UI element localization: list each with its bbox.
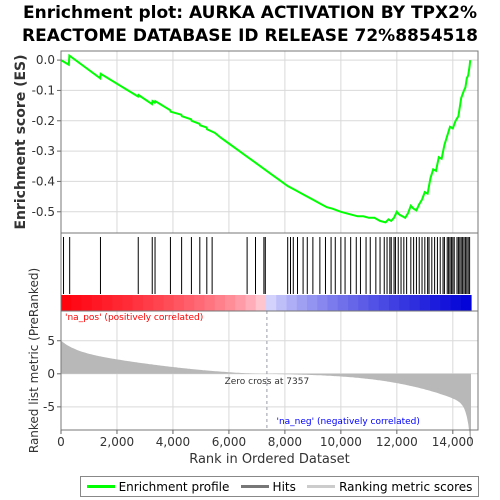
es-ytick-label: -0.4: [32, 174, 55, 188]
heatmap-segment: [71, 295, 83, 311]
heatmap-segment: [245, 295, 257, 311]
hits-panel: [60, 232, 479, 312]
heatmap-segment: [81, 295, 93, 311]
legend-swatch-enrichment-profile: [86, 485, 115, 488]
heatmap-segment: [276, 295, 288, 311]
heatmap-segment: [204, 295, 216, 311]
heatmap-segment: [337, 295, 349, 311]
heatmap-segment: [327, 295, 339, 311]
ranking-metric-panel: 5 0 -5 Zero cross at 7357 'na_pos' (positive…: [27, 268, 479, 453]
heatmap-segment: [348, 295, 359, 311]
heatmap-segment: [255, 295, 267, 311]
x-tick-label: 6,000: [212, 435, 246, 449]
es-ylabel: Enrichment score (ES): [13, 54, 29, 229]
legend-item-hits: Hits: [240, 479, 296, 494]
chart-title-line-2: REACTOME DATABASE ID RELEASE 72%8854518: [21, 26, 479, 46]
rank-ytick-label: -5: [43, 400, 55, 414]
x-tick-label: 12,000: [376, 435, 418, 449]
heatmap-segment: [235, 295, 247, 311]
x-axis-label: Rank in Ordered Dataset: [189, 452, 350, 467]
heatmap-segment: [430, 295, 441, 311]
rank-plot-frame: [60, 310, 479, 431]
es-ytick-label: -0.3: [32, 144, 55, 158]
heatmap-segment: [91, 295, 103, 311]
legend-swatch-ranking-metric: [307, 485, 336, 488]
heatmap-segment: [214, 295, 226, 311]
es-profile-line: [60, 53, 472, 224]
x-tick-label: 4,000: [156, 435, 190, 449]
legend: Enrichment profile Hits Ranking metric s…: [80, 476, 479, 497]
neg-correlated-label: 'na_neg' (negatively correlated): [276, 417, 419, 427]
rank-ytick-label: 0: [47, 367, 55, 381]
heatmap-segment: [132, 295, 144, 311]
heatmap-segment: [173, 295, 185, 311]
legend-item-ranking-metric: Ranking metric scores: [307, 480, 472, 494]
es-ytick-label: -0.2: [32, 114, 55, 128]
heatmap-segment: [112, 295, 124, 311]
heatmap-segment: [378, 295, 390, 311]
heatmap-segment: [399, 295, 411, 311]
rank-ytick-label: 5: [47, 334, 55, 348]
x-tick-label: 2,000: [100, 435, 134, 449]
x-tick-label: 8,000: [268, 435, 302, 449]
legend-label-enrichment-profile: Enrichment profile: [118, 479, 230, 494]
rank-ylabel: Ranked list metric (PreRanked): [27, 268, 41, 453]
es-ytick-label: -0.5: [32, 205, 55, 219]
heatmap-segment: [389, 295, 400, 311]
x-tick-label: 14,000: [432, 435, 474, 449]
heatmap-segment: [194, 295, 206, 311]
heatmap-segment: [286, 295, 298, 311]
es-plot-area: [61, 51, 478, 233]
heatmap-segment: [368, 295, 380, 311]
heatmap-segment: [450, 295, 462, 311]
legend-label-hits: Hits: [272, 479, 296, 494]
heatmap-segment: [409, 295, 421, 311]
heatmap-segment: [153, 295, 165, 311]
heatmap-segment: [296, 295, 308, 311]
heatmap-segment: [225, 295, 236, 311]
heatmap-segment: [143, 295, 154, 311]
heatmap-segment: [102, 295, 113, 311]
es-ytick-label: 0.0: [36, 53, 55, 67]
legend-item-enrichment-profile: Enrichment profile: [86, 479, 230, 494]
heatmap-segment: [460, 295, 472, 311]
ranking-metric-area: [61, 340, 471, 450]
x-axis: 0 2,000 4,000 6,000 8,000 10,000 12,000 14,000 R…: [57, 430, 474, 467]
heatmap-segment: [266, 295, 277, 311]
heatmap-segment: [163, 295, 175, 311]
chart-title: Enrichment plot: AURKA ACTIVATION BY TPX…: [0, 2, 500, 48]
heatmap-segment: [419, 295, 431, 311]
pos-correlated-label: 'na_pos' (positively correlated): [65, 313, 203, 323]
heatmap-segment: [184, 295, 195, 311]
heatmap-segment: [61, 295, 72, 311]
heatmap-segment: [307, 295, 318, 311]
heatmap-segment: [317, 295, 329, 311]
legend-swatch-hits: [240, 485, 269, 488]
es-ytick-label: -0.1: [32, 83, 55, 97]
x-tick-label: 0: [57, 435, 65, 449]
heatmap-segment: [440, 295, 452, 311]
heatmap-segment: [358, 295, 370, 311]
heatmap-segment: [122, 295, 134, 311]
zero-cross-label: Zero cross at 7357: [225, 377, 310, 387]
chart-title-line-1: Enrichment plot: AURKA ACTIVATION BY TPX…: [23, 3, 477, 23]
x-tick-label: 10,000: [320, 435, 362, 449]
legend-label-ranking-metric: Ranking metric scores: [339, 479, 473, 494]
